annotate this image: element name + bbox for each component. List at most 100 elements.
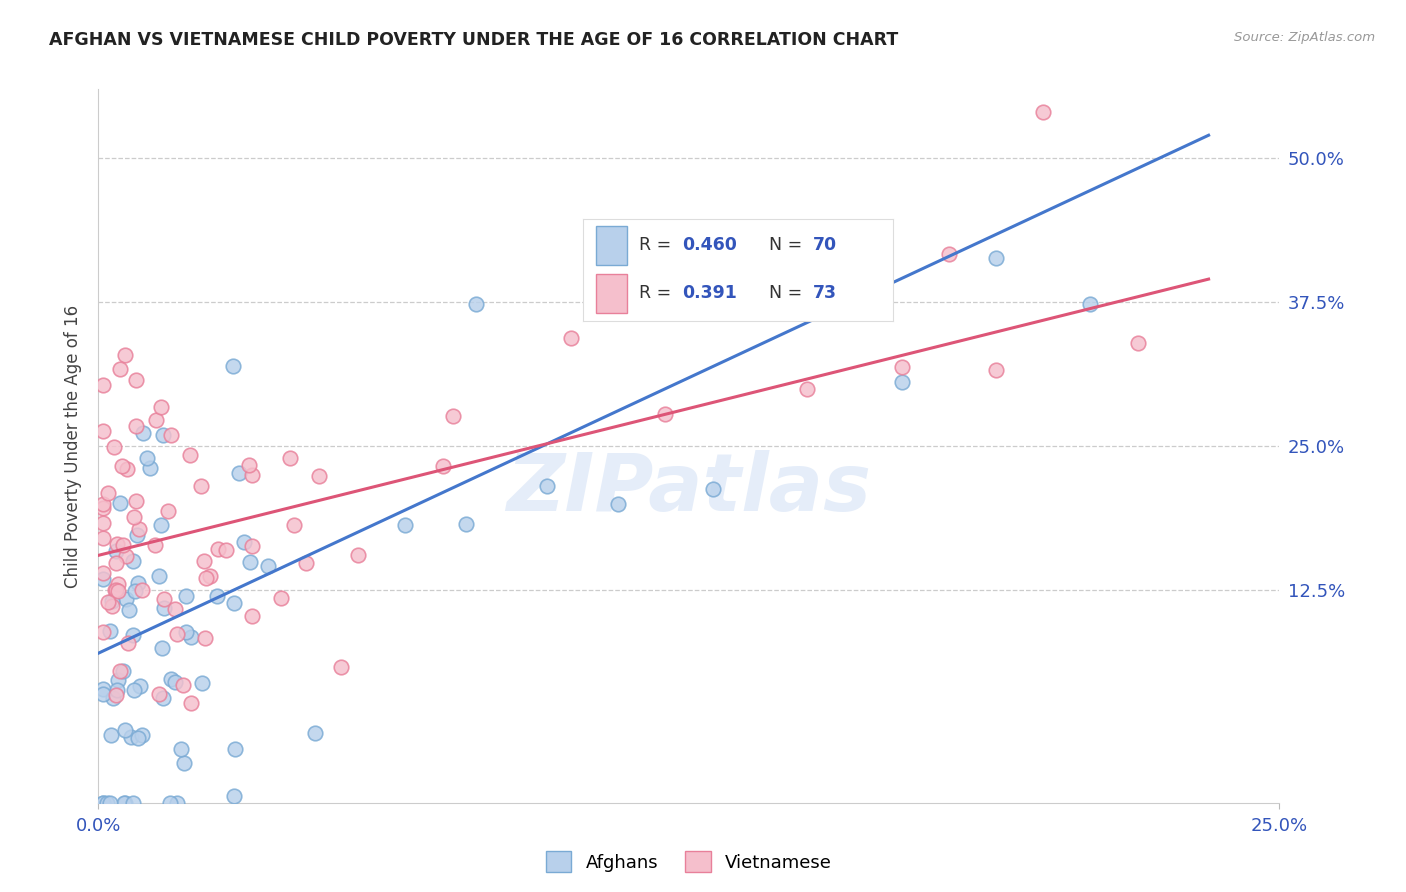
Point bbox=[1080, 296, 1102, 310]
Point bbox=[131, 583, 153, 598]
Legend: Afghans, Vietnamese: Afghans, Vietnamese bbox=[538, 844, 839, 880]
Point bbox=[166, 627, 188, 641]
Text: R =: R = bbox=[640, 285, 682, 302]
Point bbox=[240, 467, 263, 482]
Point bbox=[114, 796, 136, 810]
Point bbox=[132, 425, 155, 440]
Bar bbox=[596, 226, 627, 265]
Point bbox=[179, 448, 201, 462]
Point bbox=[166, 796, 188, 810]
Point bbox=[938, 246, 960, 260]
Point bbox=[207, 541, 229, 556]
Text: 70: 70 bbox=[813, 236, 837, 254]
Point bbox=[207, 589, 229, 603]
Point bbox=[465, 297, 488, 311]
Point bbox=[172, 678, 194, 692]
Point bbox=[127, 731, 149, 745]
Point bbox=[91, 796, 114, 810]
Point bbox=[160, 672, 183, 686]
Point bbox=[104, 688, 127, 702]
Point bbox=[139, 461, 162, 475]
Point bbox=[131, 728, 153, 742]
Point bbox=[347, 548, 370, 562]
Point bbox=[125, 528, 148, 542]
Point bbox=[104, 583, 127, 598]
Point bbox=[108, 362, 131, 376]
Point bbox=[222, 789, 245, 803]
Text: 0.460: 0.460 bbox=[682, 236, 737, 254]
Point bbox=[233, 534, 256, 549]
Point bbox=[91, 682, 114, 697]
Point bbox=[98, 624, 121, 639]
Point bbox=[107, 577, 129, 591]
Point bbox=[193, 554, 215, 568]
Point bbox=[454, 516, 477, 531]
Point bbox=[135, 451, 157, 466]
Point bbox=[107, 583, 129, 598]
Point bbox=[159, 796, 181, 810]
Point bbox=[105, 537, 128, 551]
Point bbox=[91, 424, 114, 438]
Point bbox=[174, 624, 197, 639]
Point bbox=[105, 682, 128, 697]
Point bbox=[150, 640, 173, 655]
Point bbox=[654, 408, 676, 422]
Point bbox=[124, 510, 146, 524]
Point bbox=[283, 518, 305, 533]
Point bbox=[607, 497, 630, 511]
Point bbox=[242, 539, 264, 553]
Point bbox=[308, 469, 330, 483]
Point bbox=[120, 731, 142, 745]
Point bbox=[125, 418, 148, 433]
Point bbox=[224, 596, 246, 610]
Text: 73: 73 bbox=[813, 285, 837, 302]
Point bbox=[214, 542, 236, 557]
Point bbox=[222, 359, 245, 374]
Point bbox=[304, 726, 326, 740]
Point bbox=[97, 595, 120, 609]
Point bbox=[163, 602, 186, 616]
Point bbox=[1126, 335, 1149, 350]
Point bbox=[101, 599, 124, 613]
Point bbox=[190, 676, 212, 690]
Point bbox=[796, 382, 818, 396]
Point bbox=[278, 450, 301, 465]
Point bbox=[890, 375, 912, 389]
Point bbox=[98, 796, 121, 810]
Point bbox=[91, 516, 114, 530]
Point bbox=[103, 690, 125, 705]
Point bbox=[91, 566, 114, 580]
Point bbox=[125, 373, 148, 387]
Point bbox=[91, 378, 114, 392]
Point bbox=[105, 557, 128, 571]
Point bbox=[117, 603, 139, 617]
Point bbox=[121, 554, 143, 568]
Point bbox=[91, 625, 114, 640]
Point bbox=[101, 593, 124, 607]
Point bbox=[194, 631, 217, 645]
Point bbox=[173, 756, 195, 771]
Point bbox=[115, 461, 138, 475]
Point bbox=[112, 796, 135, 810]
Point bbox=[97, 486, 120, 500]
Point bbox=[108, 664, 131, 678]
Text: ZIPatlas: ZIPatlas bbox=[506, 450, 872, 528]
Point bbox=[114, 348, 136, 362]
Point bbox=[91, 497, 114, 511]
Point bbox=[238, 458, 260, 472]
Point bbox=[270, 591, 292, 606]
Point bbox=[145, 413, 167, 427]
Text: N =: N = bbox=[769, 236, 808, 254]
Point bbox=[100, 728, 122, 742]
Point bbox=[441, 409, 464, 423]
Point bbox=[111, 459, 134, 474]
Point bbox=[190, 479, 212, 493]
Point bbox=[240, 609, 263, 624]
Point bbox=[432, 458, 454, 473]
Point bbox=[329, 660, 352, 674]
Point bbox=[157, 504, 180, 518]
Point bbox=[180, 696, 202, 710]
Point bbox=[702, 482, 724, 496]
Point bbox=[148, 687, 170, 701]
Point bbox=[174, 589, 197, 603]
